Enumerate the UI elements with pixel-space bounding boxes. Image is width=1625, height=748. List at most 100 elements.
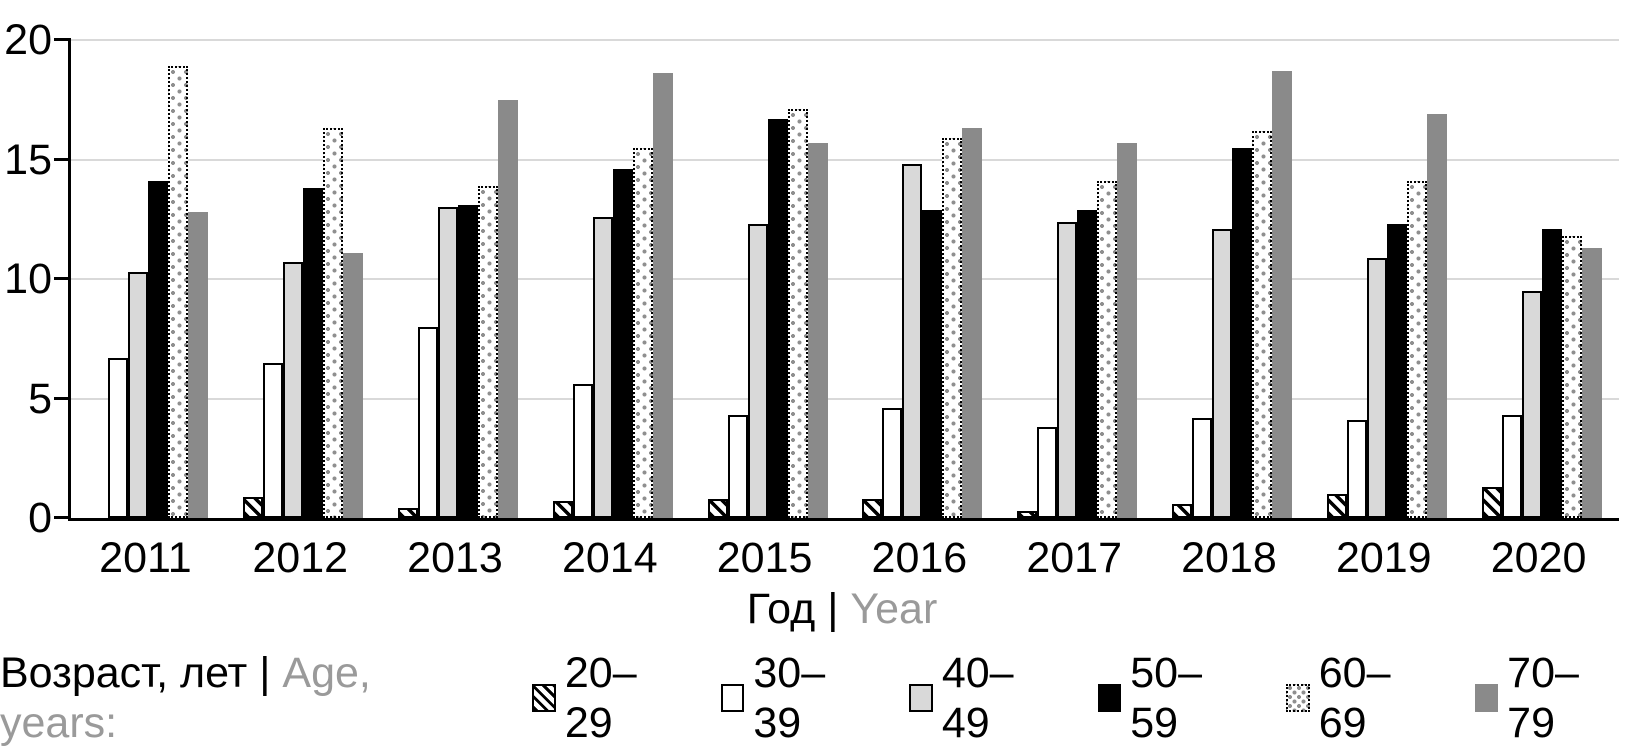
legend-label: 50–59 bbox=[1130, 649, 1202, 747]
bar-2012-20–29 bbox=[243, 496, 264, 518]
bar-2011-60–69 bbox=[168, 66, 189, 518]
bar-2018-40–49 bbox=[1211, 228, 1232, 518]
x-tick-label-2014: 2014 bbox=[561, 534, 658, 582]
bar-2014-30–39 bbox=[572, 384, 593, 518]
x-tick-label-2012: 2012 bbox=[252, 534, 349, 582]
bar-2012-70–79 bbox=[343, 252, 364, 518]
bar-group-2020 bbox=[1464, 40, 1619, 518]
gridline-15 bbox=[71, 158, 1619, 161]
legend: Возраст, лет | Age, years: 20–29 30–39 40–49… bbox=[0, 648, 1625, 748]
bar-2018-20–29 bbox=[1171, 503, 1192, 518]
bar-2015-60–69 bbox=[787, 109, 808, 518]
bar-2013-30–39 bbox=[417, 326, 438, 518]
bar-2020-40–49 bbox=[1521, 290, 1542, 518]
legend-item-70–79: 70–79 bbox=[1474, 648, 1625, 748]
gridline-20 bbox=[71, 39, 1619, 41]
bar-2018-50–59 bbox=[1231, 147, 1252, 518]
x-tick-label-2017: 2017 bbox=[1026, 534, 1123, 582]
legend-title: Возраст, лет | Age, years: bbox=[0, 648, 494, 748]
bar-2011-30–39 bbox=[108, 357, 129, 518]
x-axis-title-separator: | bbox=[827, 585, 839, 633]
bar-group-2018 bbox=[1155, 40, 1310, 518]
x-axis-title: Год | Year bbox=[68, 585, 1616, 633]
legend-item-40–49: 40–49 bbox=[909, 648, 1059, 748]
legend-label: 30–39 bbox=[753, 649, 826, 747]
bar-2015-30–39 bbox=[727, 415, 748, 518]
y-tick-label: 0 bbox=[28, 494, 52, 542]
bar-2020-20–29 bbox=[1481, 486, 1502, 518]
legend-item-60–69: 60–69 bbox=[1286, 648, 1436, 748]
x-tick-label-2011: 2011 bbox=[99, 534, 192, 582]
bar-group-2012 bbox=[226, 40, 381, 518]
bar-2019-70–79 bbox=[1426, 114, 1447, 518]
bar-2016-40–49 bbox=[902, 164, 923, 518]
bar-2017-20–29 bbox=[1017, 510, 1038, 518]
bar-2018-70–79 bbox=[1271, 71, 1292, 518]
legend-label: 20–29 bbox=[564, 649, 637, 747]
bar-2020-50–59 bbox=[1541, 228, 1562, 518]
legend-swatch-lightgray-icon bbox=[909, 684, 933, 712]
plot-area bbox=[54, 38, 1619, 521]
gridline-10 bbox=[71, 278, 1619, 280]
legend-item-30–39: 30–39 bbox=[720, 648, 871, 748]
bar-group-2017 bbox=[1000, 40, 1155, 518]
bar-2012-40–49 bbox=[283, 262, 304, 518]
bar-2019-30–39 bbox=[1346, 420, 1367, 518]
legend-title-separator: | bbox=[259, 649, 271, 697]
bar-2014-40–49 bbox=[592, 216, 613, 518]
bar-2015-50–59 bbox=[767, 118, 788, 518]
legend-label: 60–69 bbox=[1318, 649, 1391, 747]
bar-group-2019 bbox=[1309, 40, 1464, 518]
bar-2019-60–69 bbox=[1406, 181, 1427, 518]
bar-2018-60–69 bbox=[1251, 130, 1272, 518]
bar-2016-70–79 bbox=[962, 128, 983, 518]
bar-2014-60–69 bbox=[632, 147, 653, 518]
legend-swatch-white-icon bbox=[720, 684, 745, 712]
y-tick-mark-15 bbox=[54, 157, 71, 161]
x-tick-label-2018: 2018 bbox=[1181, 534, 1277, 582]
bar-2011-50–59 bbox=[148, 181, 169, 518]
bar-2012-60–69 bbox=[323, 128, 344, 518]
y-tick-label: 10 bbox=[4, 255, 52, 303]
legend-swatch-dots-icon bbox=[1286, 684, 1310, 712]
bar-2017-60–69 bbox=[1097, 181, 1118, 518]
x-tick-label-2015: 2015 bbox=[716, 534, 813, 582]
bar-2016-60–69 bbox=[942, 138, 963, 518]
bar-2015-40–49 bbox=[747, 224, 768, 518]
bar-2016-50–59 bbox=[922, 209, 943, 518]
legend-swatch-black-icon bbox=[1097, 684, 1122, 712]
legend-item-20–29: 20–29 bbox=[532, 648, 682, 748]
bar-group-2011 bbox=[71, 40, 226, 518]
bar-2016-30–39 bbox=[882, 408, 903, 518]
bar-2014-20–29 bbox=[552, 501, 573, 518]
x-tick-label-2016: 2016 bbox=[871, 534, 968, 582]
bar-groups bbox=[71, 40, 1619, 518]
bar-2013-50–59 bbox=[457, 204, 478, 518]
x-tick-label-2019: 2019 bbox=[1335, 534, 1432, 582]
bar-2017-30–39 bbox=[1037, 427, 1058, 518]
x-axis-title-ru: Год bbox=[746, 585, 816, 633]
bar-2014-70–79 bbox=[652, 73, 673, 518]
y-tick-mark-20 bbox=[54, 38, 71, 41]
bar-2019-20–29 bbox=[1326, 494, 1347, 518]
bar-2013-60–69 bbox=[477, 185, 498, 518]
x-tick-label-2013: 2013 bbox=[407, 534, 503, 582]
bar-group-2015 bbox=[690, 40, 845, 518]
bar-2020-60–69 bbox=[1561, 235, 1582, 518]
x-axis-labels: 2011 2012 2013 2014 2015 2016 2017 2018 2019 2020 bbox=[68, 534, 1616, 582]
bar-2012-50–59 bbox=[303, 188, 324, 518]
bar-2015-20–29 bbox=[707, 498, 728, 518]
x-tick-label-2020: 2020 bbox=[1490, 534, 1587, 582]
legend-swatch-hatch-icon bbox=[532, 684, 556, 712]
bar-2013-20–29 bbox=[397, 508, 418, 518]
bar-2013-70–79 bbox=[497, 99, 518, 518]
gridline-5 bbox=[71, 397, 1619, 400]
y-tick-mark-0 bbox=[54, 516, 71, 519]
bar-group-2013 bbox=[381, 40, 536, 518]
bar-2017-50–59 bbox=[1077, 209, 1098, 518]
bar-2019-50–59 bbox=[1386, 224, 1407, 518]
bar-2020-70–79 bbox=[1581, 247, 1602, 518]
y-tick-label: 20 bbox=[4, 16, 52, 64]
bar-2018-30–39 bbox=[1191, 417, 1212, 518]
bar-2017-40–49 bbox=[1057, 221, 1078, 518]
